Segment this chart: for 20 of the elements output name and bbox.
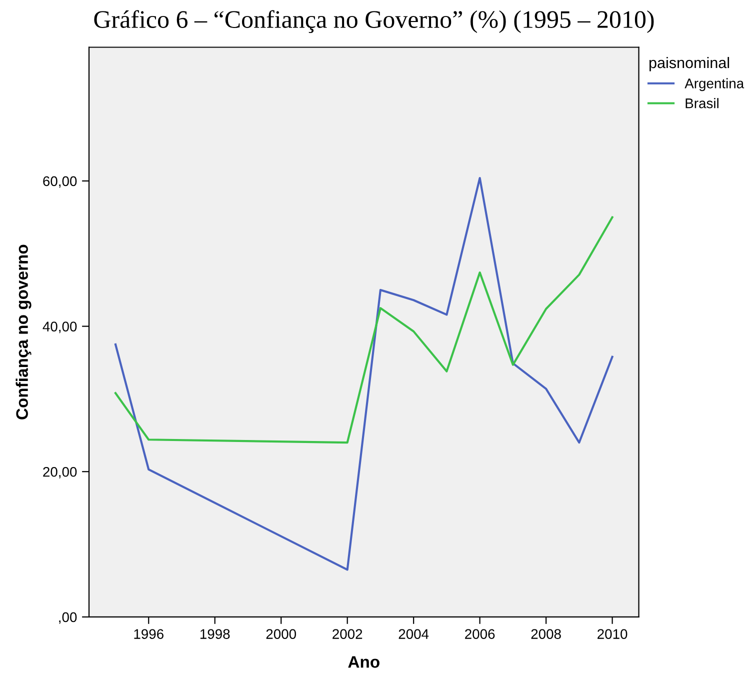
x-tick-label: 2002 bbox=[332, 629, 362, 639]
x-tick-label: 1998 bbox=[200, 629, 230, 639]
legend-title: paisnominal bbox=[650, 56, 730, 72]
y-axis-title: Confiança no governo bbox=[16, 244, 32, 420]
x-tick-label: 1996 bbox=[134, 629, 164, 639]
y-tick-label: ,00 bbox=[59, 612, 77, 624]
y-tick-label: 20,00 bbox=[43, 466, 77, 478]
x-tick-label: 2000 bbox=[266, 629, 296, 639]
y-tick-label: 40,00 bbox=[42, 322, 77, 334]
x-tick-label: 2004 bbox=[398, 629, 429, 639]
legend-label: Argentina bbox=[684, 78, 744, 92]
x-tick-label: 2008 bbox=[531, 629, 561, 639]
line-series bbox=[114, 177, 614, 571]
chart-title: Gráfico 6 – “Confiança no Governo” (%) (1995 – 2010) bbox=[94, 10, 654, 34]
x-axis-title: Ano bbox=[348, 656, 380, 668]
x-tick-label: 2006 bbox=[465, 629, 495, 639]
y-tick-label: 60,00 bbox=[43, 176, 77, 188]
line-series bbox=[114, 216, 614, 444]
legend-label: Brasil bbox=[686, 98, 718, 108]
x-tick-label: 2010 bbox=[598, 629, 628, 639]
